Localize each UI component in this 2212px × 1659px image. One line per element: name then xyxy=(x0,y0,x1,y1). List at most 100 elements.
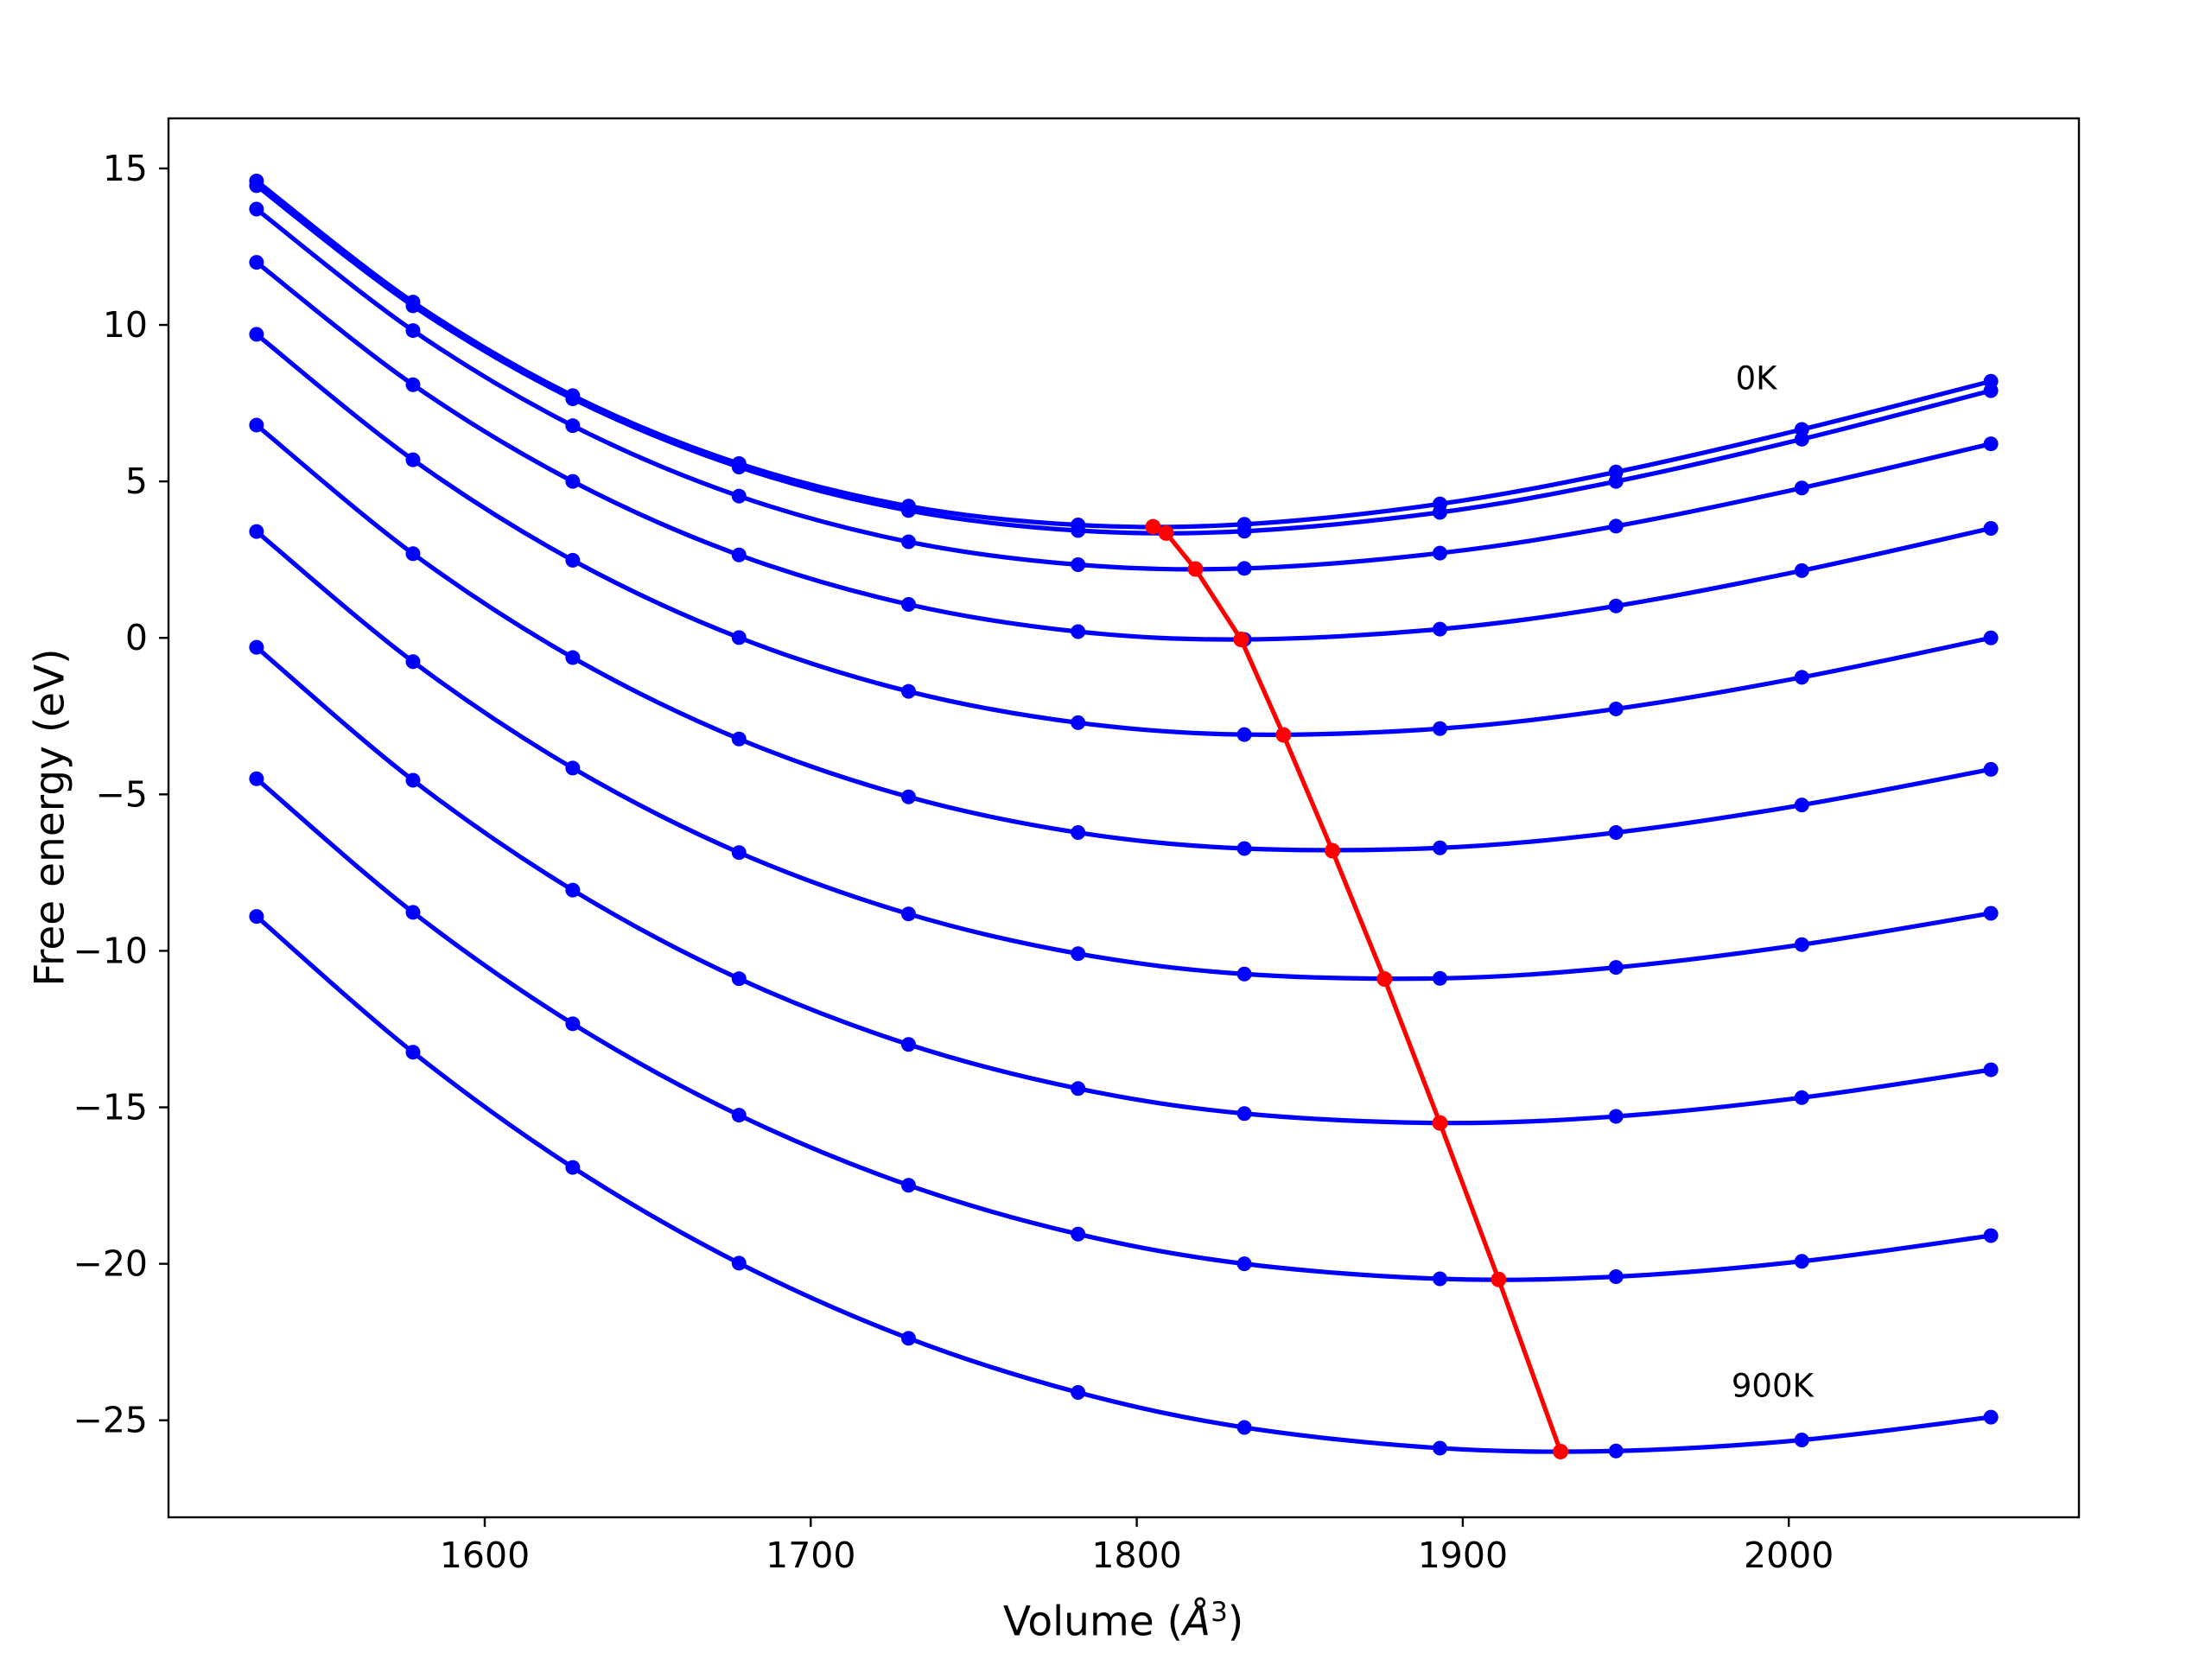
data-point-100K xyxy=(405,298,421,314)
x-tick-label: 1800 xyxy=(1091,1535,1181,1576)
data-point-200K xyxy=(249,201,264,217)
y-tick-label: 5 xyxy=(125,461,148,502)
equilibrium-point xyxy=(1553,1443,1569,1459)
data-point-800K xyxy=(1236,1256,1252,1272)
data-point-400K xyxy=(249,327,264,342)
data-point-900K xyxy=(900,1331,916,1346)
data-point-700K xyxy=(249,639,264,655)
x-tick-label: 1600 xyxy=(440,1535,530,1576)
data-point-700K xyxy=(1983,1062,1999,1077)
equilibrium-point xyxy=(1376,971,1393,988)
data-point-600K xyxy=(1794,937,1809,952)
data-point-900K xyxy=(405,1045,421,1060)
data-point-900K xyxy=(1983,1409,1999,1425)
data-point-500K xyxy=(900,789,916,804)
free-energy-curves xyxy=(249,173,1999,1459)
data-point-600K xyxy=(1432,970,1447,986)
data-point-200K xyxy=(565,418,581,434)
data-point-900K xyxy=(731,1255,747,1271)
data-point-200K xyxy=(1608,518,1624,534)
data-point-800K xyxy=(900,1178,916,1193)
curve-300K xyxy=(255,260,1992,642)
data-point-300K xyxy=(1983,520,1999,536)
data-point-400K xyxy=(1236,727,1252,742)
data-point-100K xyxy=(731,459,747,474)
x-axis-label: Volume (Å3) xyxy=(1003,1597,1243,1646)
data-point-900K xyxy=(1794,1433,1809,1448)
data-point-700K xyxy=(1236,1106,1252,1122)
data-point-100K xyxy=(1794,431,1809,447)
data-point-700K xyxy=(731,971,747,987)
data-point-200K xyxy=(900,534,916,550)
y-tick-label: 10 xyxy=(103,304,148,346)
x-axis-label-exponent: 3 xyxy=(1211,1597,1228,1628)
data-point-200K xyxy=(1794,480,1809,496)
data-point-400K xyxy=(565,552,581,568)
data-point-400K xyxy=(1983,630,1999,645)
data-point-900K xyxy=(565,1160,581,1175)
data-point-600K xyxy=(405,654,421,670)
data-point-100K xyxy=(565,391,581,407)
data-point-200K xyxy=(405,323,421,339)
data-point-200K xyxy=(1236,561,1252,576)
data-point-600K xyxy=(565,760,581,776)
data-point-400K xyxy=(1071,715,1086,730)
curve-600K xyxy=(255,530,1992,982)
equilibrium-point xyxy=(1324,842,1340,859)
y-tick-label: −10 xyxy=(73,930,148,971)
x-tick-label: 1700 xyxy=(766,1535,855,1576)
axes-frame xyxy=(167,117,2081,1519)
curve-700K xyxy=(255,645,1992,1126)
y-tick-label: −5 xyxy=(96,773,148,815)
data-point-500K xyxy=(731,731,747,747)
data-point-300K xyxy=(731,547,747,563)
equilibrium-volume-line xyxy=(1145,518,1569,1459)
data-point-200K xyxy=(1983,436,1999,452)
data-point-300K xyxy=(1794,563,1809,578)
data-point-500K xyxy=(565,650,581,665)
equilibrium-point xyxy=(1491,1271,1507,1287)
data-point-700K xyxy=(1608,1109,1624,1124)
data-point-600K xyxy=(1983,906,1999,921)
data-point-500K xyxy=(405,546,421,562)
data-point-800K xyxy=(405,905,421,920)
data-point-800K xyxy=(565,1016,581,1032)
data-point-100K xyxy=(249,178,264,194)
data-point-400K xyxy=(1794,670,1809,685)
data-point-500K xyxy=(1236,841,1252,856)
data-point-200K xyxy=(1432,545,1447,561)
data-point-400K xyxy=(1608,701,1624,716)
data-point-100K xyxy=(1608,474,1624,489)
data-point-800K xyxy=(1608,1268,1624,1284)
annotation-900k: 900K xyxy=(1731,1367,1814,1405)
data-point-300K xyxy=(249,255,264,270)
data-point-600K xyxy=(1071,946,1086,962)
data-point-900K xyxy=(1608,1443,1624,1459)
data-point-300K xyxy=(565,474,581,489)
axis-ticks: 1600 1700 1800 1900 2000 15 10 5 0 −5 −10 −15 −20 −25 xyxy=(73,148,1834,1576)
data-point-500K xyxy=(1794,798,1809,813)
data-point-900K xyxy=(1432,1440,1447,1456)
data-point-700K xyxy=(1071,1081,1086,1096)
y-tick-label: −15 xyxy=(73,1087,148,1128)
data-point-600K xyxy=(900,906,916,922)
data-point-300K xyxy=(1071,624,1086,639)
equilibrium-point xyxy=(1187,561,1204,577)
y-tick-label: 0 xyxy=(125,617,148,658)
data-point-100K xyxy=(1432,505,1447,520)
data-point-900K xyxy=(1236,1420,1252,1435)
y-axis-label: Free energy (eV) xyxy=(26,648,74,987)
data-point-700K xyxy=(565,882,581,898)
data-point-300K xyxy=(1608,598,1624,613)
data-point-800K xyxy=(1983,1228,1999,1243)
x-axis-label-pre: Volume ( xyxy=(1002,1598,1183,1646)
data-point-200K xyxy=(731,488,747,504)
curve-100K xyxy=(255,183,1992,536)
data-point-400K xyxy=(1432,721,1447,736)
data-point-500K xyxy=(1608,825,1624,841)
y-tick-label: −25 xyxy=(73,1400,148,1441)
curve-200K xyxy=(255,207,1992,572)
equilibrium-point xyxy=(1432,1115,1448,1131)
data-point-200K xyxy=(1071,556,1086,572)
